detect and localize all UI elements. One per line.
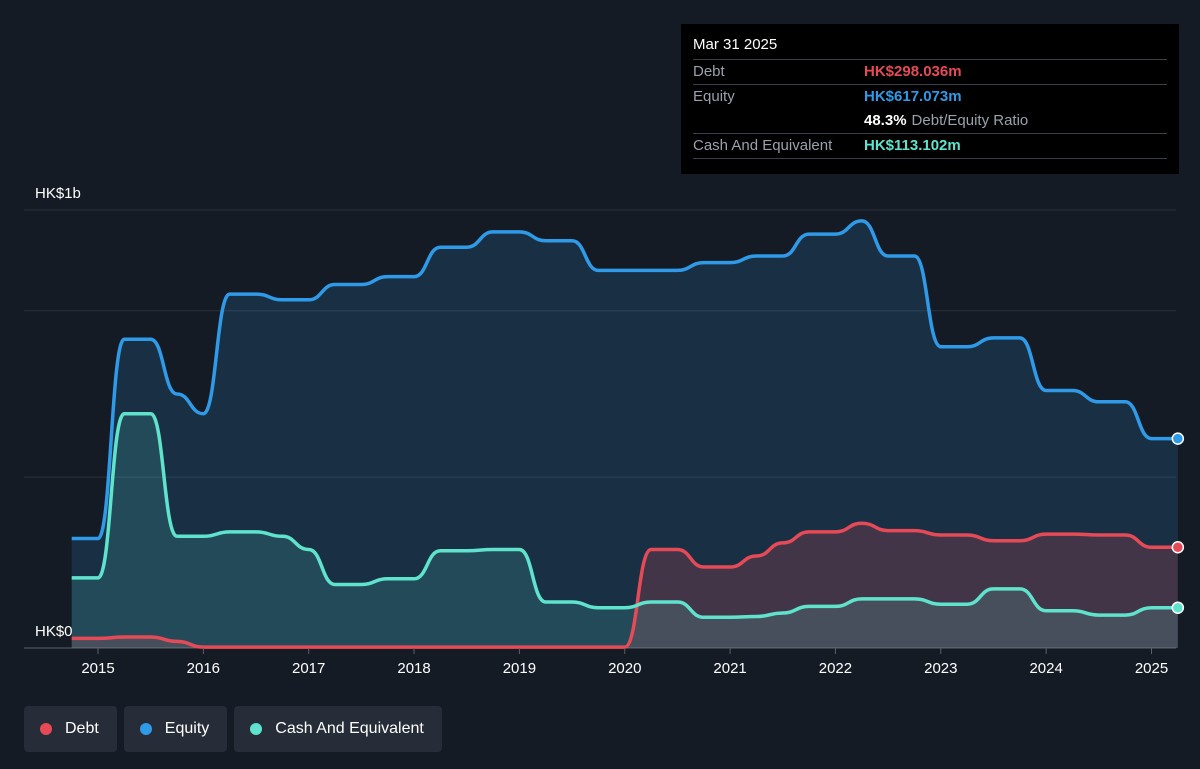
x-tick-label: 2023	[924, 660, 957, 677]
tooltip-equity-value: HK$617.073m	[864, 88, 962, 105]
tooltip-equity-label: Equity	[693, 88, 735, 105]
tooltip-date: Mar 31 2025	[693, 36, 778, 53]
x-tick-label: 2017	[292, 660, 325, 677]
tooltip-cash-value: HK$113.102m	[864, 137, 961, 154]
legend-item-cash[interactable]: Cash And Equivalent	[234, 706, 442, 752]
equity-area	[71, 220, 1178, 648]
cash-area	[71, 413, 1178, 648]
x-tick-label: 2019	[503, 660, 536, 677]
tooltip-row-cash: Cash And Equivalent HK$113.102m	[693, 133, 1167, 159]
x-tick-label: 2021	[713, 660, 746, 677]
tooltip-row-equity: Equity HK$617.073m	[693, 84, 1167, 109]
debt-area	[71, 523, 1178, 648]
equity-end-point	[1171, 432, 1185, 445]
x-axis-ticks: 2015 2016 2017 2018 2019 2020 2021 2022 2023 2024…	[81, 648, 1168, 677]
cash-dot-icon	[250, 723, 263, 735]
tooltip-row-debt: Debt HK$298.036m	[693, 59, 1167, 84]
legend-label-cash: Cash And Equivalent	[275, 720, 424, 737]
tooltip-cash-label: Cash And Equivalent	[693, 137, 833, 154]
tooltip-ratio-value: 48.3%	[864, 112, 907, 129]
x-tick-label: 2024	[1029, 660, 1062, 677]
debt-dot-icon	[40, 723, 52, 735]
legend-label-debt: Debt	[65, 720, 99, 737]
debt-end-point	[1171, 541, 1185, 554]
x-tick-label: 2025	[1135, 660, 1168, 677]
debt-line	[71, 521, 1178, 649]
y-axis-bottom-label: HK$0	[35, 623, 73, 640]
tooltip-row-ratio: 48.3% Debt/Equity Ratio	[693, 109, 1167, 133]
tooltip-debt-value: HK$298.036m	[864, 63, 962, 80]
legend-item-debt[interactable]: Debt	[24, 706, 117, 752]
equity-dot-icon	[139, 723, 152, 735]
x-tick-label: 2018	[397, 660, 430, 677]
x-tick-label: 2020	[608, 660, 641, 677]
equity-line	[71, 219, 1178, 541]
series-areas	[71, 220, 1178, 648]
y-axis-top-label: HK$1b	[35, 185, 81, 202]
tooltip-panel: Mar 31 2025 Debt HK$298.036m Equity HK$6…	[681, 24, 1179, 174]
tooltip-ratio-label: Debt/Equity Ratio	[911, 112, 1029, 129]
x-tick-label: 2022	[819, 660, 852, 677]
series-end-markers	[1171, 432, 1185, 614]
legend-item-equity[interactable]: Equity	[123, 706, 228, 752]
tooltip-debt-label: Debt	[693, 63, 725, 80]
x-tick-label: 2015	[81, 660, 114, 677]
cash-line	[71, 411, 1178, 620]
cash-end-point	[1171, 601, 1185, 614]
series-lines	[71, 219, 1178, 649]
x-tick-label: 2016	[187, 660, 220, 677]
legend-label-equity: Equity	[164, 720, 210, 737]
chart-legend: Debt Equity Cash And Equivalent	[24, 706, 442, 752]
